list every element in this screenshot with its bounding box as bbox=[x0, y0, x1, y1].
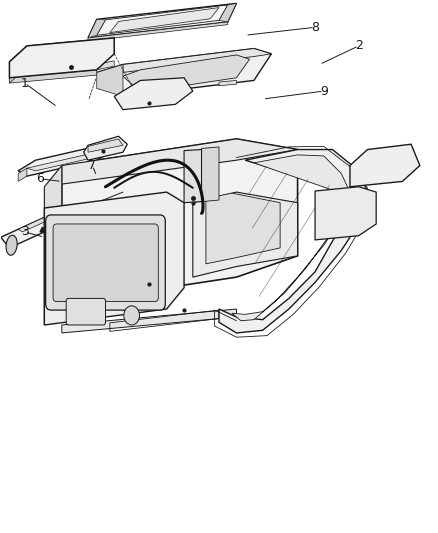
Polygon shape bbox=[10, 38, 114, 78]
Polygon shape bbox=[62, 139, 297, 304]
Polygon shape bbox=[132, 95, 149, 101]
Polygon shape bbox=[193, 192, 297, 277]
Polygon shape bbox=[88, 19, 106, 38]
Polygon shape bbox=[14, 43, 106, 74]
Polygon shape bbox=[132, 82, 184, 107]
Circle shape bbox=[124, 306, 140, 325]
Polygon shape bbox=[219, 80, 237, 86]
Polygon shape bbox=[359, 149, 411, 182]
FancyBboxPatch shape bbox=[66, 298, 106, 325]
Polygon shape bbox=[62, 139, 297, 184]
Polygon shape bbox=[84, 136, 127, 160]
Polygon shape bbox=[123, 55, 250, 92]
Ellipse shape bbox=[6, 235, 17, 255]
Polygon shape bbox=[1, 213, 57, 248]
Polygon shape bbox=[88, 3, 237, 38]
Polygon shape bbox=[315, 187, 376, 240]
FancyBboxPatch shape bbox=[53, 224, 158, 302]
Polygon shape bbox=[97, 64, 123, 96]
Polygon shape bbox=[219, 3, 237, 22]
Polygon shape bbox=[201, 147, 219, 201]
Text: 8: 8 bbox=[311, 21, 319, 34]
Text: 9: 9 bbox=[320, 85, 328, 98]
Polygon shape bbox=[18, 213, 57, 232]
Polygon shape bbox=[232, 155, 350, 321]
Polygon shape bbox=[97, 61, 114, 70]
Text: 1: 1 bbox=[21, 77, 28, 90]
Text: 3: 3 bbox=[21, 225, 28, 238]
Polygon shape bbox=[123, 49, 272, 72]
Polygon shape bbox=[350, 144, 420, 187]
Text: 7: 7 bbox=[88, 159, 96, 172]
Polygon shape bbox=[219, 150, 367, 333]
Polygon shape bbox=[114, 78, 193, 110]
Polygon shape bbox=[44, 192, 184, 325]
Polygon shape bbox=[44, 165, 62, 325]
Polygon shape bbox=[88, 139, 123, 152]
Polygon shape bbox=[184, 150, 201, 203]
Polygon shape bbox=[62, 309, 237, 333]
Polygon shape bbox=[10, 38, 114, 67]
Polygon shape bbox=[27, 150, 114, 171]
Polygon shape bbox=[18, 144, 114, 176]
Polygon shape bbox=[206, 193, 280, 264]
Polygon shape bbox=[10, 70, 97, 83]
Polygon shape bbox=[324, 190, 367, 237]
Polygon shape bbox=[97, 49, 272, 96]
Polygon shape bbox=[110, 7, 219, 33]
Polygon shape bbox=[18, 168, 27, 181]
Text: 6: 6 bbox=[36, 172, 44, 185]
Text: 2: 2 bbox=[355, 39, 363, 52]
Polygon shape bbox=[88, 22, 228, 41]
FancyBboxPatch shape bbox=[46, 215, 165, 310]
Polygon shape bbox=[10, 46, 27, 83]
